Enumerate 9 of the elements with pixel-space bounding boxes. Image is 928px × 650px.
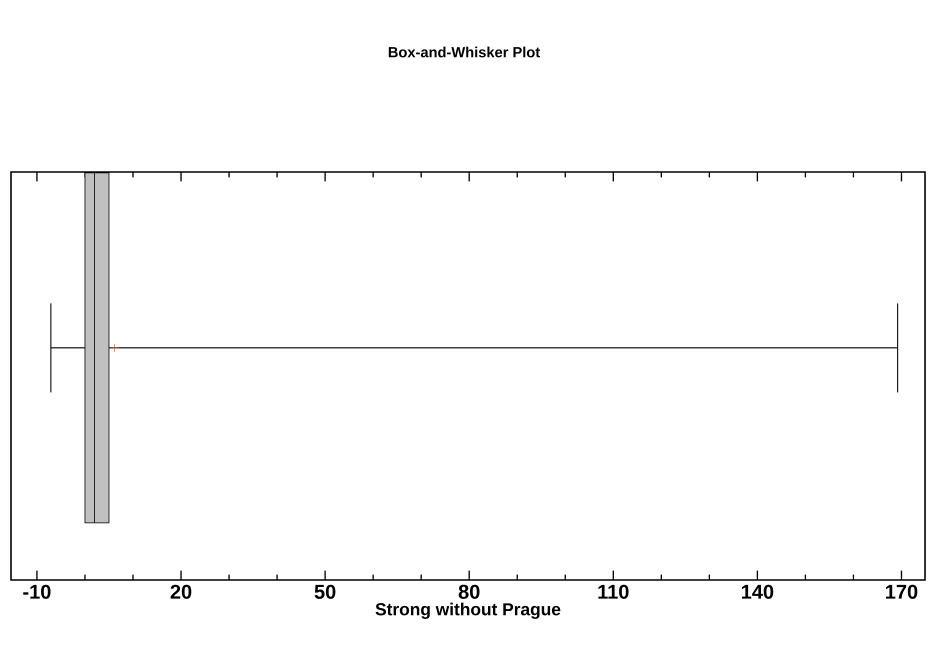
x-tick-label: 50 [314, 584, 336, 599]
chart-title: Box-and-Whisker Plot [388, 46, 540, 58]
x-tick-label: 140 [742, 584, 774, 599]
x-tick-label: 110 [598, 584, 629, 599]
x-tick-label: 80 [458, 584, 480, 599]
x-tick-label: 170 [886, 584, 918, 599]
x-tick-label: 20 [170, 584, 192, 599]
x-tick-label: -10 [23, 584, 51, 599]
x-axis-title: Strong without Prague [376, 602, 560, 619]
